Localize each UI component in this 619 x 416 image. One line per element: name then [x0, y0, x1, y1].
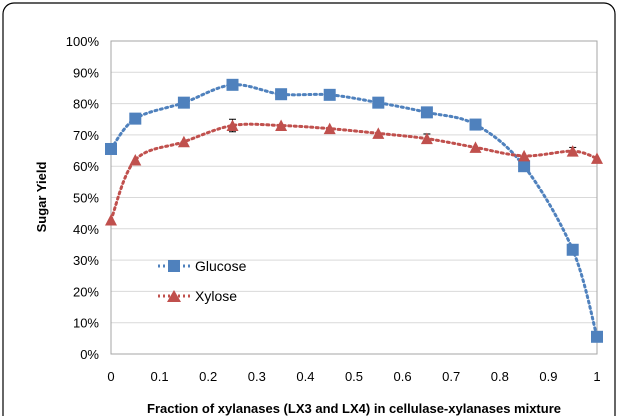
data-point-xylose [420, 132, 433, 145]
data-point-xylose [226, 119, 239, 132]
x-tick-label: 0.4 [296, 369, 314, 384]
x-tick-label: 0.7 [442, 369, 460, 384]
y-axis-ticks: 0% 10% 20% 30% 40% 50% 60% 70% 80% 90% 100% [66, 34, 100, 362]
data-point-glucose [323, 88, 336, 101]
data-point-xylose [566, 145, 579, 157]
data-point-xylose [275, 119, 288, 132]
y-tick-label: 70% [73, 128, 99, 143]
x-tick-label: 0.2 [199, 369, 217, 384]
data-point-glucose [591, 330, 603, 343]
x-tick-label: 0.6 [394, 369, 412, 384]
legend-label-glucose: Glucose [195, 258, 247, 274]
series-xylose [105, 118, 603, 226]
legend-marker-glucose [168, 260, 180, 272]
legend: Glucose Xylose [158, 258, 247, 304]
x-axis-ticks: 0 0.1 0.2 0.3 0.4 0.5 0.6 0.7 0.8 0.9 1 [107, 369, 600, 384]
data-point-glucose [469, 118, 482, 131]
x-tick-label: 0.1 [151, 369, 169, 384]
grid [111, 71, 597, 324]
data-point-glucose [177, 96, 190, 109]
series-line-xylose [109, 122, 599, 222]
plot-area [110, 40, 598, 355]
data-point-glucose [226, 78, 239, 91]
legend-item-xylose: Xylose [158, 288, 237, 304]
x-tick-label: 0.9 [539, 369, 557, 384]
y-tick-label: 30% [73, 253, 99, 268]
series-glucose [105, 78, 603, 343]
series [105, 78, 603, 343]
x-tick-label: 0 [107, 369, 114, 384]
y-axis-title: Sugar Yield [34, 162, 49, 233]
legend-label-xylose: Xylose [195, 288, 237, 304]
data-point-xylose [177, 135, 190, 148]
y-tick-label: 60% [73, 159, 99, 174]
y-tick-label: 90% [73, 65, 99, 80]
y-tick-label: 100% [66, 34, 100, 49]
x-tick-label: 1 [593, 369, 600, 384]
x-tick-label: 0.8 [491, 369, 509, 384]
y-tick-label: 80% [73, 97, 99, 112]
x-tick-label: 0.3 [248, 369, 266, 384]
data-point-glucose [275, 88, 288, 101]
y-tick-label: 20% [73, 284, 99, 299]
data-point-xylose [518, 149, 531, 162]
data-point-xylose [129, 153, 142, 166]
data-point-xylose [591, 152, 603, 164]
legend-item-glucose: Glucose [158, 258, 247, 274]
legend-marker-xylose [167, 290, 181, 302]
data-point-glucose [105, 142, 117, 155]
y-tick-label: 10% [73, 316, 99, 331]
data-point-glucose [372, 96, 385, 109]
data-point-glucose [420, 106, 433, 119]
y-tick-label: 40% [73, 222, 99, 237]
y-tick-label: 0% [80, 347, 99, 362]
x-axis-title: Fraction of xylanases (LX3 and LX4) in c… [147, 401, 561, 416]
data-point-glucose [566, 243, 579, 256]
x-tick-label: 0.5 [345, 369, 363, 384]
data-point-xylose [105, 214, 117, 226]
data-point-xylose [469, 141, 482, 153]
data-point-glucose [129, 112, 142, 125]
y-tick-label: 50% [73, 191, 99, 206]
data-point-glucose [518, 160, 531, 173]
data-point-xylose [323, 122, 336, 135]
data-point-xylose [372, 127, 385, 139]
